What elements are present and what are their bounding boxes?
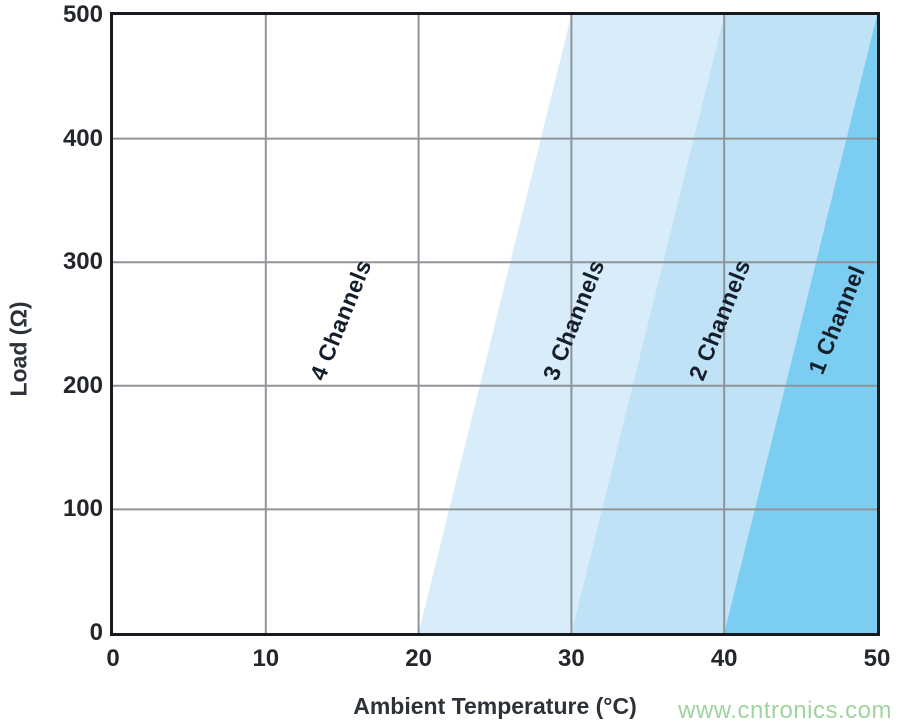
y-tick-label-100: 100 <box>62 495 103 523</box>
y-tick-label-400: 400 <box>62 124 103 152</box>
x-tick-label-50: 50 <box>863 645 891 672</box>
y-tick-label-200: 200 <box>62 371 103 399</box>
y-axis-title: Load (Ω) <box>5 301 32 397</box>
x-tick-label-30: 30 <box>558 645 585 672</box>
y-tick-label-300: 300 <box>62 248 103 276</box>
watermark-text: www.cntronics.com <box>678 697 892 724</box>
y-tick-label-0: 0 <box>89 619 103 646</box>
x-tick-label-0: 0 <box>106 645 120 672</box>
plot-svg <box>113 15 877 633</box>
x-tick-label-20: 20 <box>405 645 432 672</box>
y-tick-label-500: 500 <box>62 1 103 28</box>
x-tick-label-10: 10 <box>252 645 280 672</box>
plot-area <box>110 12 880 636</box>
x-tick-label-40: 40 <box>710 645 738 672</box>
x-axis-title: Ambient Temperature (°C) <box>353 693 637 719</box>
region-1-channel <box>724 15 877 633</box>
region-4-channels <box>113 15 572 633</box>
